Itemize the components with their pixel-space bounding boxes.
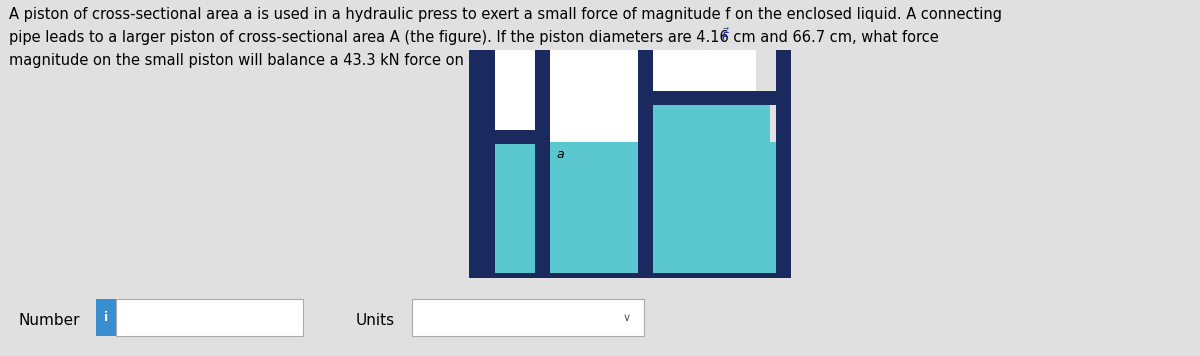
Bar [96, 299, 116, 336]
Bar [653, 50, 756, 91]
Text: $A$: $A$ [649, 109, 660, 122]
Bar [116, 299, 302, 336]
Bar [494, 50, 535, 130]
Bar [484, 142, 776, 273]
Bar [480, 130, 550, 144]
Bar [480, 50, 494, 273]
Text: Number: Number [18, 313, 79, 328]
Text: $a$: $a$ [556, 148, 564, 161]
Bar [550, 142, 638, 273]
Text: ∨: ∨ [623, 313, 631, 323]
Bar [776, 50, 791, 278]
Bar [469, 273, 791, 278]
Bar [653, 105, 770, 273]
Text: A piston of cross-sectional area a is used in a hydraulic press to exert a small: A piston of cross-sectional area a is us… [10, 7, 1002, 68]
Bar [413, 299, 644, 336]
Bar [494, 144, 535, 273]
Text: $\vec{F}$: $\vec{F}$ [721, 27, 730, 44]
Bar [469, 50, 484, 278]
Text: $\vec{f}$: $\vec{f}$ [524, 51, 532, 69]
Text: Units: Units [356, 313, 395, 328]
Text: i: i [104, 311, 108, 324]
Bar [638, 91, 785, 105]
Bar [535, 50, 550, 273]
Bar [550, 50, 638, 142]
Bar [638, 50, 653, 273]
